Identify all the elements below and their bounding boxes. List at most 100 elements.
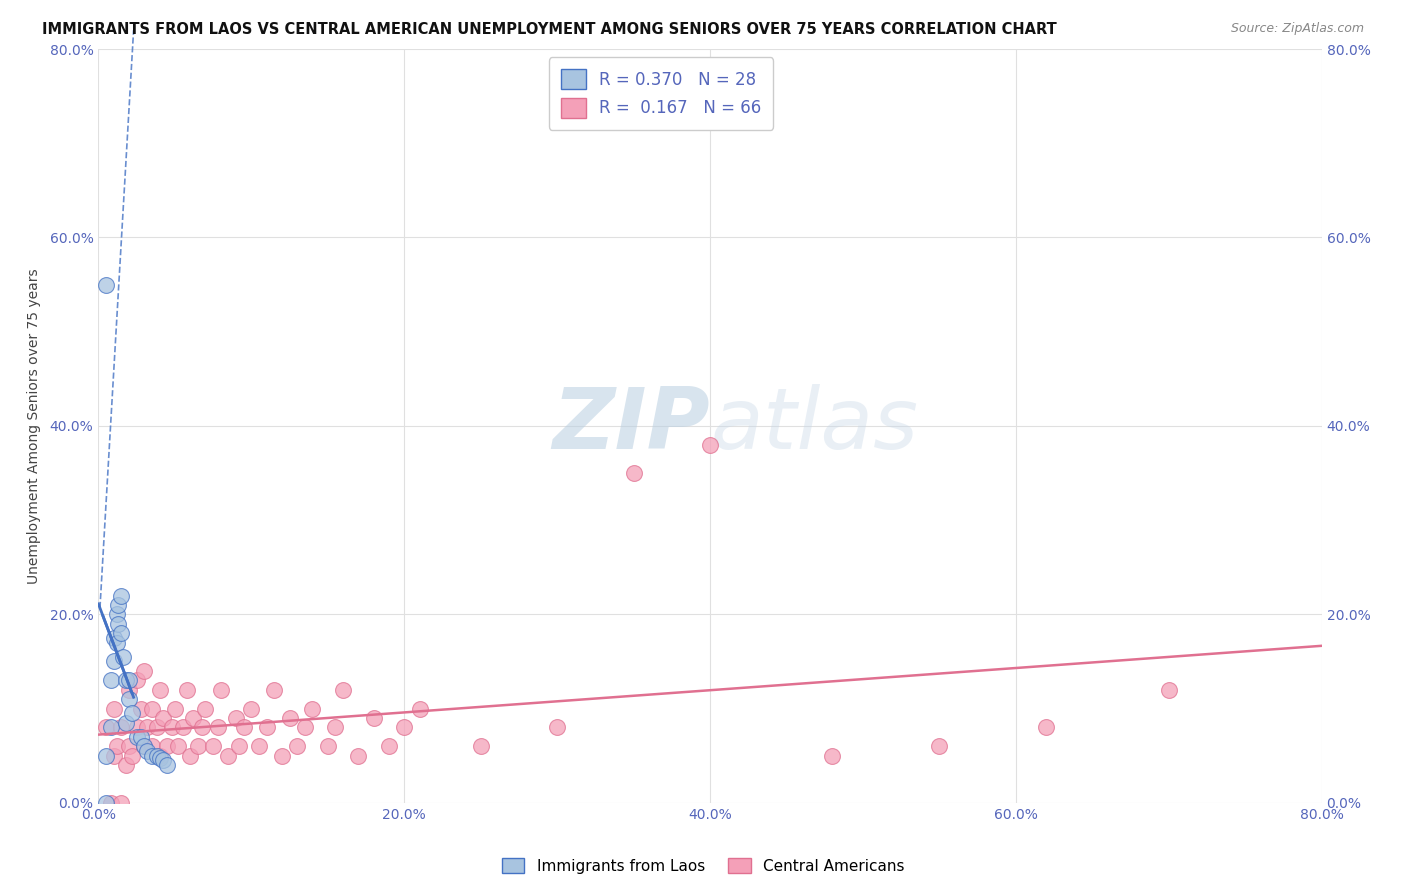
Point — [270, 748, 292, 763]
Point — [136, 721, 159, 735]
Point — [217, 748, 239, 763]
Point — [172, 721, 194, 735]
Point — [149, 748, 172, 763]
Point — [225, 711, 247, 725]
Point — [187, 739, 209, 754]
Point — [129, 701, 152, 715]
Point — [115, 673, 138, 688]
Point — [107, 616, 129, 631]
Point — [156, 739, 179, 754]
Point — [141, 701, 163, 715]
Point — [100, 796, 122, 810]
Point — [179, 748, 201, 763]
Point — [110, 589, 132, 603]
Point — [134, 739, 156, 754]
Point — [94, 796, 117, 810]
Point — [125, 721, 148, 735]
Point — [232, 721, 254, 735]
Point — [408, 701, 430, 715]
Point — [301, 701, 323, 715]
Point — [209, 682, 232, 697]
Point — [176, 682, 198, 697]
Point — [134, 664, 156, 678]
Point — [347, 748, 370, 763]
Point — [118, 682, 141, 697]
Legend: R = 0.370   N = 28, R =  0.167   N = 66: R = 0.370 N = 28, R = 0.167 N = 66 — [550, 57, 773, 129]
Point — [623, 466, 645, 480]
Point — [263, 682, 285, 697]
Point — [163, 701, 186, 715]
Y-axis label: Unemployment Among Seniors over 75 years: Unemployment Among Seniors over 75 years — [27, 268, 41, 583]
Point — [107, 598, 129, 612]
Point — [134, 739, 156, 754]
Point — [141, 748, 163, 763]
Point — [181, 711, 204, 725]
Point — [332, 682, 354, 697]
Text: IMMIGRANTS FROM LAOS VS CENTRAL AMERICAN UNEMPLOYMENT AMONG SENIORS OVER 75 YEAR: IMMIGRANTS FROM LAOS VS CENTRAL AMERICAN… — [42, 22, 1057, 37]
Point — [152, 711, 174, 725]
Point — [149, 682, 172, 697]
Point — [118, 739, 141, 754]
Point — [278, 711, 301, 725]
Point — [105, 607, 128, 622]
Point — [194, 701, 217, 715]
Point — [94, 748, 117, 763]
Point — [160, 721, 183, 735]
Point — [325, 721, 347, 735]
Point — [103, 655, 125, 669]
Point — [470, 739, 492, 754]
Point — [156, 758, 179, 772]
Point — [141, 739, 163, 754]
Point — [110, 796, 132, 810]
Point — [118, 673, 141, 688]
Legend: Immigrants from Laos, Central Americans: Immigrants from Laos, Central Americans — [495, 852, 911, 880]
Point — [152, 753, 174, 767]
Point — [110, 721, 132, 735]
Point — [145, 721, 167, 735]
Point — [115, 758, 138, 772]
Point — [103, 701, 125, 715]
Point — [316, 739, 339, 754]
Point — [363, 711, 385, 725]
Point — [202, 739, 225, 754]
Text: ZIP: ZIP — [553, 384, 710, 467]
Point — [145, 748, 167, 763]
Point — [207, 721, 229, 735]
Point — [115, 715, 138, 730]
Point — [94, 721, 117, 735]
Point — [100, 721, 122, 735]
Text: atlas: atlas — [710, 384, 918, 467]
Point — [105, 739, 128, 754]
Point — [121, 748, 143, 763]
Point — [111, 649, 134, 664]
Point — [103, 748, 125, 763]
Point — [118, 692, 141, 706]
Point — [392, 721, 416, 735]
Point — [167, 739, 190, 754]
Point — [103, 631, 125, 645]
Point — [149, 750, 172, 764]
Point — [1157, 682, 1180, 697]
Point — [100, 673, 122, 688]
Point — [928, 739, 950, 754]
Point — [94, 277, 117, 292]
Point — [546, 721, 568, 735]
Point — [121, 706, 143, 721]
Point — [191, 721, 214, 735]
Point — [129, 730, 152, 744]
Text: Source: ZipAtlas.com: Source: ZipAtlas.com — [1230, 22, 1364, 36]
Point — [240, 701, 263, 715]
Point — [247, 739, 270, 754]
Point — [285, 739, 308, 754]
Point — [821, 748, 844, 763]
Point — [256, 721, 278, 735]
Point — [136, 744, 159, 758]
Point — [294, 721, 316, 735]
Point — [1035, 721, 1057, 735]
Point — [125, 730, 148, 744]
Point — [105, 635, 128, 649]
Point — [228, 739, 250, 754]
Point — [378, 739, 401, 754]
Point — [110, 626, 132, 640]
Point — [699, 438, 721, 452]
